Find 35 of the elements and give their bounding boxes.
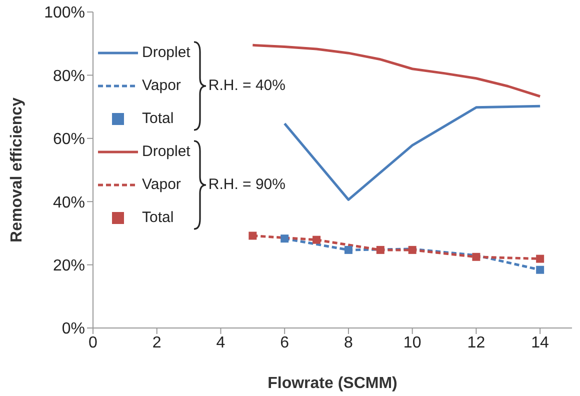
x-tick-label: 14	[531, 334, 550, 352]
y-axis-title: Removal efficiency	[8, 97, 26, 242]
y-tick-label: 60%	[52, 131, 85, 148]
point	[376, 246, 384, 254]
x-axis-title: Flowrate (SCMM)	[268, 375, 398, 392]
point	[312, 236, 321, 244]
legend-label: Vapor	[142, 176, 181, 193]
line-series	[251, 44, 542, 98]
legend-label: Total	[142, 209, 174, 226]
x-tick-label: 8	[344, 334, 354, 352]
annotation: R.H. = 90%	[208, 176, 286, 193]
y-tick-label: 80%	[52, 68, 85, 85]
y-tick-label: 40%	[52, 194, 85, 212]
y-tick-label: 20%	[52, 257, 85, 274]
legend-label: Total	[142, 110, 174, 127]
point	[536, 254, 544, 263]
x-tick-label: 0	[88, 334, 98, 352]
point	[536, 266, 544, 274]
y-tick-label: 100%	[44, 4, 85, 22]
point	[280, 234, 289, 243]
x-tick-label: 10	[403, 334, 422, 352]
point	[248, 232, 257, 240]
point	[344, 246, 352, 254]
y-tick-label: 0%	[62, 320, 85, 338]
annotation: R.H. = 40%	[208, 77, 286, 94]
x-tick-label: 4	[216, 334, 226, 352]
x-tick-label: 2	[152, 334, 162, 352]
x-tick-label: 12	[467, 334, 486, 352]
legend-label: Droplet	[142, 143, 190, 160]
x-tick-label: 6	[280, 334, 290, 352]
point	[408, 246, 416, 254]
legend-label: Droplet	[142, 44, 190, 61]
legend-label: Vapor	[142, 77, 181, 94]
point	[472, 252, 480, 261]
line-series	[283, 104, 542, 201]
